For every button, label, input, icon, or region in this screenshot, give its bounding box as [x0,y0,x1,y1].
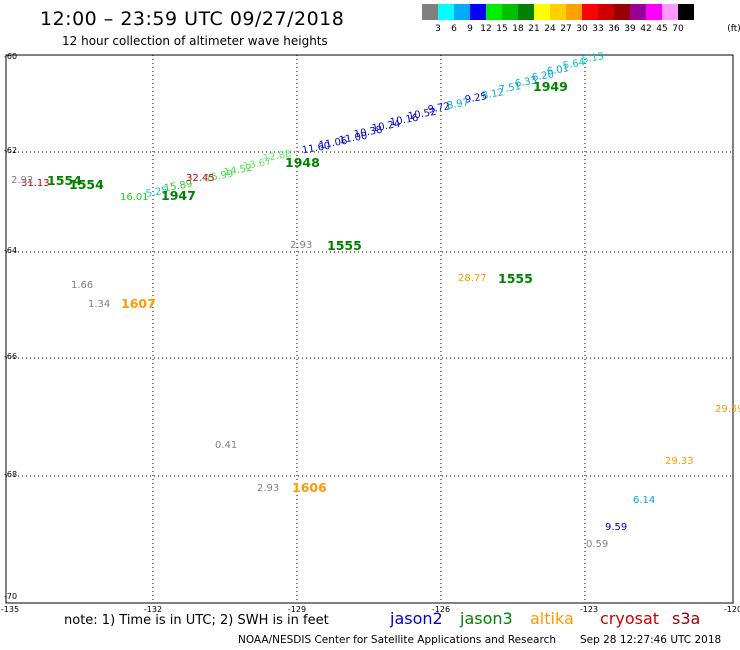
colorbar-swatch [614,4,630,20]
longitude-label: -135 [0,605,20,614]
colorbar-tick: 9 [467,24,473,34]
footer-timestamp: Sep 28 12:27:46 UTC 2018 [580,634,722,646]
wave-height-label: 28.77 [458,273,487,284]
pass-time-label: 1555 [498,271,533,286]
colorbar-swatch [502,4,518,20]
colorbar-swatch [486,4,502,20]
longitude-label: -126 [431,605,451,614]
latitude-label: -70 [4,592,18,601]
colorbar-swatch [566,4,582,20]
pass-time-label: 1554 [47,173,82,188]
colorbar-swatch [454,4,470,20]
map-frame [5,54,734,604]
colorbar-tick: 42 [640,24,652,34]
longitude-gridlines [152,55,586,603]
wave-height-label: 29.59 [715,404,740,415]
colorbar-swatch [438,4,454,20]
pass-time-label: 1948 [285,155,320,170]
latitude-label: -60 [4,52,18,61]
wave-height-label: 1.66 [71,280,94,291]
colorbar-swatch [550,4,566,20]
wave-height-label: 31.13 [21,178,50,189]
wave-height-label: 16.01 [120,192,149,203]
colorbar-swatch [534,4,550,20]
latitude-label: -68 [4,470,18,479]
longitude-label: -123 [579,605,599,614]
colorbar-tick: 39 [624,24,636,34]
colorbar-tick: 36 [608,24,620,34]
colorbar-swatch [598,4,614,20]
colorbar-tick: 6 [451,24,457,34]
wave-height-label: 9.59 [605,522,628,533]
colorbar-tick: 45 [656,24,668,34]
colorbar-swatch [678,4,694,20]
latitude-gridlines [6,151,733,477]
wave-height-label: 1.34 [88,299,111,310]
wave-height-label: 32.45 [186,173,215,184]
colorbar-tick: 3 [435,24,441,34]
colorbar-tick: 12 [480,24,492,34]
colorbar-swatch [662,4,678,20]
colorbar-swatch [422,4,438,20]
latitude-label: -62 [4,146,18,155]
pass-time-label: 1607 [121,296,156,311]
wave-height-label: 0.41 [215,440,238,451]
latitude-label: -66 [4,352,18,361]
wave-height-label: 6.14 [633,495,656,506]
colorbar-swatch [470,4,486,20]
pass-time-label: 1947 [161,188,196,203]
colorbar-tick: 30 [576,24,588,34]
satellite-legend-entry: altika [530,609,574,628]
map-title: 12:00 – 23:59 UTC 09/27/2018 [40,8,345,30]
colorbar-swatch [646,4,662,20]
wave-height-label: 2.92 [11,175,34,186]
wave-height-label: 29.33 [665,456,694,467]
footer-credit: NOAA/NESDIS Center for Satellite Applica… [238,634,556,646]
satellite-legend-entry: jason3 [460,609,513,628]
colorbar-tick: 18 [512,24,524,34]
colorbar-swatch [518,4,534,20]
colorbar-unit: (ft) [727,24,740,34]
wave-height-label: 2.93 [290,240,313,251]
colorbar-swatch [630,4,646,20]
longitude-label: -129 [287,605,307,614]
colorbar-tick: 21 [528,24,540,34]
colorbar-tick: 33 [592,24,604,34]
pass-time-label: 1949 [533,79,568,94]
map-subtitle: 12 hour collection of altimeter wave hei… [62,34,328,48]
satellite-legend-entry: s3a [672,609,701,628]
pass-time-label: 1555 [327,238,362,253]
pass-time-label: 1554 [69,177,104,192]
note-text: note: 1) Time is in UTC; 2) SWH is in fe… [64,613,329,628]
colorbar-tick: 24 [544,24,556,34]
latitude-label: -64 [4,246,18,255]
longitude-label: -120 [723,605,740,614]
satellite-legend-entry: cryosat [600,609,660,628]
longitude-label: -132 [143,605,163,614]
colorbar-tick: 27 [560,24,572,34]
wave-height-label: 2.93 [257,483,280,494]
colorbar-tick: 70 [672,24,684,34]
pass-time-label: 1606 [292,480,327,495]
satellite-legend-entry: jason2 [390,609,443,628]
colorbar-swatch [582,4,598,20]
colorbar-tick: 15 [496,24,508,34]
wave-height-label: 0.59 [586,539,609,550]
